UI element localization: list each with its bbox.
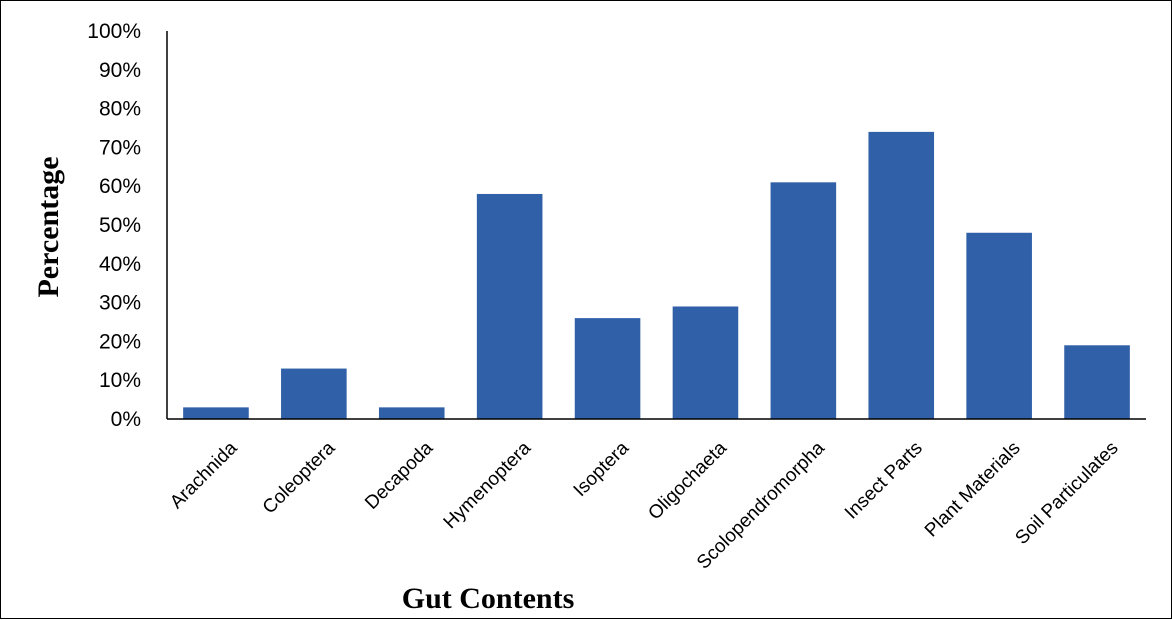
x-category-label: Coleoptera [259, 437, 340, 518]
x-axis-title: Gut Contents [402, 582, 575, 615]
bars [183, 131, 1130, 419]
y-tick-label: 70% [99, 136, 141, 159]
y-tick-label: 80% [99, 98, 141, 121]
y-tick-label: 0% [111, 408, 141, 431]
y-axis-ticks: 0% 10% 20% 30% 40% 50% 60% 70% 80% 90% 100% [87, 20, 141, 431]
y-tick-label: 20% [99, 330, 141, 353]
y-tick-label: 10% [99, 369, 141, 392]
y-tick-label: 90% [99, 59, 141, 82]
bar [966, 232, 1032, 419]
x-category-label: Decapoda [361, 437, 437, 513]
x-category-label: Plant Materials [921, 438, 1025, 542]
bar [281, 368, 347, 419]
y-tick-label: 40% [99, 253, 141, 276]
bar [574, 318, 641, 419]
y-tick-label: 30% [99, 292, 141, 315]
x-category-label: Hymenoptera [440, 437, 536, 533]
y-axis-title: Percentage [32, 156, 65, 297]
bar [183, 407, 249, 419]
x-category-label: Oligochaeta [644, 437, 731, 524]
x-category-label: Insect Parts [841, 438, 927, 524]
bar [770, 182, 837, 419]
x-axis-category-labels: Arachnida Coleoptera Decapoda Hymenoptera Is… [166, 437, 1122, 573]
x-category-label: Isoptera [570, 437, 634, 501]
y-tick-label: 60% [99, 175, 141, 198]
x-category-label: Arachnida [166, 437, 242, 513]
bar [868, 131, 935, 419]
x-category-label: Soil Particulates [1011, 438, 1122, 549]
bar [672, 306, 739, 419]
y-tick-label: 50% [99, 214, 141, 237]
y-tick-label: 100% [87, 20, 141, 43]
bar [378, 407, 445, 419]
bar [1064, 345, 1130, 419]
bar [476, 193, 543, 419]
